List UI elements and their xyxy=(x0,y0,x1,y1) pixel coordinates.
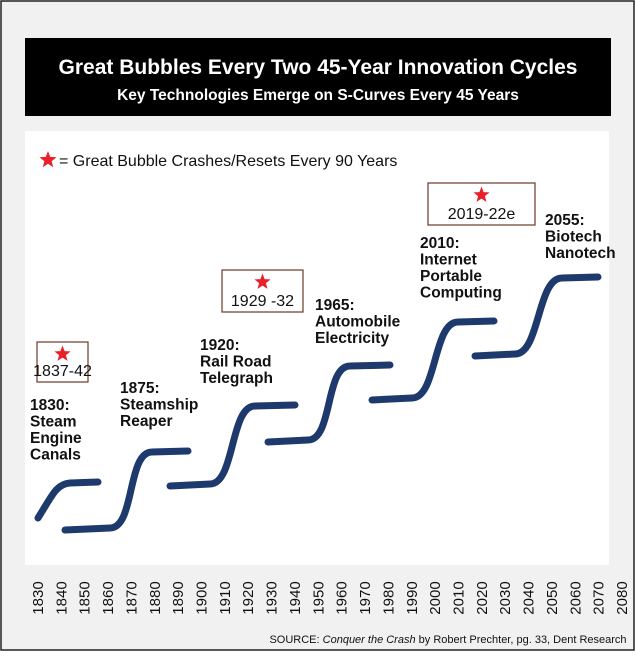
wave-label: Nanotech xyxy=(545,245,616,262)
year-label: 2020 xyxy=(474,581,491,614)
star-icon xyxy=(39,151,57,168)
year-label: 1960 xyxy=(334,581,351,614)
s-curve xyxy=(61,447,192,534)
year-label: 1900 xyxy=(194,581,211,614)
year-label: 1950 xyxy=(310,581,327,614)
year-label: 1990 xyxy=(404,581,421,614)
title: Great Bubbles Every Two 45-Year Innovati… xyxy=(59,56,578,79)
year-label: 1850 xyxy=(77,581,94,614)
year-label: 2040 xyxy=(521,581,538,614)
year-label: 2010 xyxy=(450,581,467,614)
crash-years: 1837-42 xyxy=(33,363,92,380)
year-label: 2070 xyxy=(591,581,608,614)
s-curve xyxy=(166,401,299,490)
wave-label: 1875: xyxy=(120,380,160,397)
s-curve xyxy=(34,478,102,522)
legend-text: = Great Bubble Crashes/Resets Every 90 Y… xyxy=(59,153,397,170)
wave-label: Engine xyxy=(30,430,82,447)
year-label: 1940 xyxy=(287,581,304,614)
wave-label: Rail Road xyxy=(200,354,271,371)
wave-label: 2055: xyxy=(545,212,585,229)
crash-box xyxy=(221,269,304,313)
wave-label: Automobile xyxy=(315,314,401,331)
crash-years: 1929 -32 xyxy=(231,293,294,310)
year-label: 2060 xyxy=(567,581,584,614)
year-label: 1970 xyxy=(357,581,374,614)
wave-label: 1920: xyxy=(200,337,240,354)
year-label: 1890 xyxy=(170,581,187,614)
year-label: 1860 xyxy=(100,581,117,614)
star-icon xyxy=(54,345,71,361)
wave-label: Steamship xyxy=(120,397,198,414)
source: SOURCE: Conquer the Crash by Robert Prec… xyxy=(269,634,626,646)
source-suffix: by Robert Prechter, pg. 33, Dent Researc… xyxy=(416,634,627,646)
wave-label: Internet xyxy=(420,252,477,269)
wave-label: Biotech xyxy=(545,229,602,246)
year-label: 1880 xyxy=(147,581,164,614)
s-curve xyxy=(368,317,498,404)
wave-label: 2010: xyxy=(420,235,460,252)
year-label: 1980 xyxy=(380,581,397,614)
year-label: 2050 xyxy=(544,581,561,614)
year-label: 1910 xyxy=(217,581,234,614)
s-curve xyxy=(471,273,602,360)
wave-label: Computing xyxy=(420,285,502,302)
year-label: 2000 xyxy=(427,581,444,614)
crash-years: 2019-22e xyxy=(448,206,516,223)
wave-label: Telegraph xyxy=(200,370,273,387)
source-prefix: SOURCE: xyxy=(269,634,322,646)
wave-label: Electricity xyxy=(315,330,389,347)
s-curve xyxy=(264,361,394,446)
year-label: 2080 xyxy=(614,581,631,614)
wave-label: 1965: xyxy=(315,297,355,314)
wave-label: Portable xyxy=(420,268,482,285)
wave-label: 1830: xyxy=(30,397,70,414)
year-label: 2030 xyxy=(497,581,514,614)
wave-label: Reaper xyxy=(120,413,173,430)
year-label: 1930 xyxy=(264,581,281,614)
wave-label: Canals xyxy=(30,447,81,464)
subtitle: Key Technologies Emerge on S-Curves Ever… xyxy=(117,87,519,104)
source-book: Conquer the Crash xyxy=(323,634,416,646)
header-box xyxy=(25,38,611,116)
year-label: 1870 xyxy=(123,581,140,614)
star-icon xyxy=(254,273,271,289)
year-label: 1840 xyxy=(53,581,70,614)
wave-label: Steam xyxy=(30,414,77,431)
year-label: 1830 xyxy=(30,581,47,614)
year-label: 1920 xyxy=(240,581,257,614)
star-icon xyxy=(473,186,490,202)
